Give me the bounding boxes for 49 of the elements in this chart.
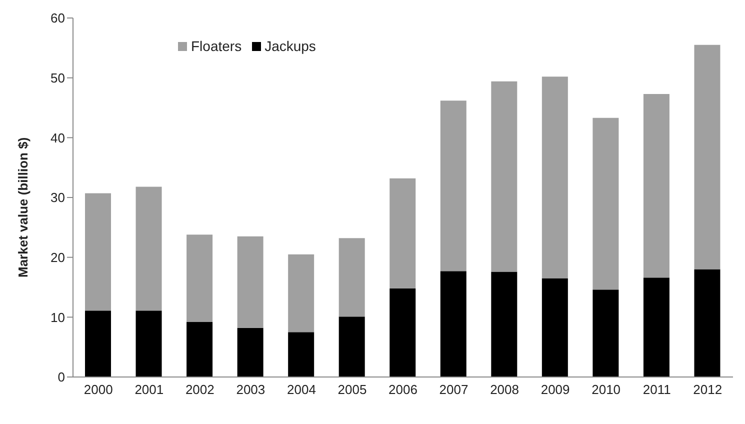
y-tick-label: 10	[50, 310, 65, 325]
x-tick-label: 2003	[236, 382, 266, 398]
bar	[390, 178, 416, 288]
bar	[542, 76, 568, 278]
x-tick-label: 2012	[693, 382, 722, 398]
bar	[592, 118, 619, 290]
bar	[491, 272, 518, 377]
bar	[288, 332, 314, 377]
bar	[491, 81, 518, 272]
bar	[237, 328, 264, 377]
bar	[643, 278, 670, 377]
x-tick-label: 2006	[388, 382, 418, 398]
bar	[694, 269, 720, 377]
x-tick-label: 2011	[642, 382, 671, 398]
y-axis-title: Market value (billion $)	[16, 137, 31, 278]
y-tick-label: 50	[50, 70, 65, 86]
y-tick-label: 0	[58, 370, 65, 385]
bar	[237, 236, 264, 328]
x-tick-label: 2000	[84, 382, 113, 398]
y-tick-label: 20	[50, 250, 65, 265]
bar	[390, 288, 416, 377]
bar	[542, 278, 568, 377]
bar	[288, 254, 314, 332]
bar	[440, 100, 466, 272]
x-tick-label: 2005	[338, 382, 367, 398]
bar	[592, 290, 619, 377]
bar	[85, 310, 111, 377]
x-tick-label: 2009	[540, 382, 570, 398]
bar	[186, 322, 213, 377]
x-tick-label: 2007	[439, 382, 468, 398]
bar	[136, 310, 162, 377]
bar	[440, 271, 466, 377]
bar	[136, 186, 162, 311]
y-tick-label: 40	[50, 130, 65, 146]
y-tick-label: 60	[50, 10, 65, 26]
bar	[186, 234, 213, 322]
bar	[338, 238, 365, 317]
x-tick-label: 2004	[287, 382, 316, 398]
x-tick-label: 2010	[592, 382, 621, 398]
x-tick-label: 2002	[185, 382, 214, 398]
legend-label: Floaters	[190, 38, 242, 54]
bar	[338, 316, 365, 377]
bar	[643, 94, 670, 278]
bar	[85, 193, 111, 311]
legend-label: Jackups	[264, 38, 316, 54]
y-tick-label: 30	[50, 190, 65, 206]
x-tick-label: 2001	[134, 382, 164, 398]
x-tick-label: 2008	[490, 382, 519, 398]
bar	[694, 44, 720, 270]
